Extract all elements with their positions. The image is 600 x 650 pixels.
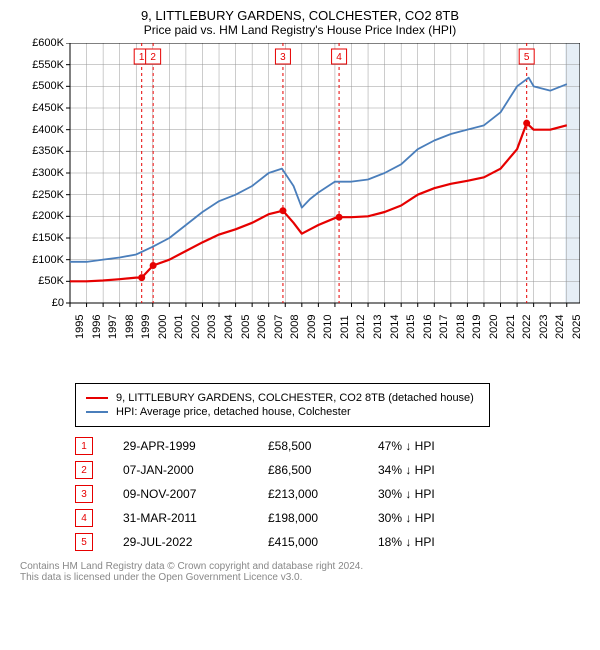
legend-item: 9, LITTLEBURY GARDENS, COLCHESTER, CO2 8… [86, 392, 479, 404]
x-axis-label: 2019 [471, 315, 483, 339]
legend-swatch [86, 411, 108, 413]
sale-date: 29-JUL-2022 [123, 535, 268, 549]
x-axis-label: 2002 [190, 315, 202, 339]
x-axis-label: 2009 [306, 315, 318, 339]
title-block: 9, LITTLEBURY GARDENS, COLCHESTER, CO2 8… [10, 8, 590, 37]
x-axis-label: 2020 [488, 315, 500, 339]
sale-row: 2 07-JAN-2000£86,50034% ↓ HPI [75, 461, 590, 479]
footer-line2: This data is licensed under the Open Gov… [20, 572, 590, 583]
x-axis-label: 2016 [422, 315, 434, 339]
y-axis-label: £50K [38, 275, 64, 287]
y-axis-label: £150K [32, 232, 64, 244]
sale-date: 09-NOV-2007 [123, 487, 268, 501]
x-axis-label: 2010 [322, 315, 334, 339]
y-axis-label: £350K [32, 145, 64, 157]
sale-number-badge: 2 [75, 461, 93, 479]
y-axis-label: £600K [32, 37, 64, 49]
chart-subtitle: Price paid vs. HM Land Registry's House … [10, 23, 590, 37]
x-axis-label: 2012 [355, 315, 367, 339]
y-axis-label: £500K [32, 80, 64, 92]
svg-text:3: 3 [280, 52, 286, 63]
sale-diff: 30% ↓ HPI [378, 511, 435, 525]
sale-price: £86,500 [268, 463, 378, 477]
svg-text:2: 2 [150, 52, 156, 63]
x-axis-label: 2005 [240, 315, 252, 339]
x-axis-label: 1995 [74, 315, 86, 339]
x-axis-label: 1998 [124, 315, 136, 339]
legend-label: 9, LITTLEBURY GARDENS, COLCHESTER, CO2 8… [116, 392, 474, 404]
sale-diff: 30% ↓ HPI [378, 487, 435, 501]
x-axis-label: 1996 [91, 315, 103, 339]
sale-number-badge: 1 [75, 437, 93, 455]
sale-number-badge: 4 [75, 509, 93, 527]
sale-row: 3 09-NOV-2007£213,00030% ↓ HPI [75, 485, 590, 503]
legend-label: HPI: Average price, detached house, Colc… [116, 406, 351, 418]
svg-text:4: 4 [336, 52, 342, 63]
y-axis-label: £450K [32, 102, 64, 114]
x-axis-label: 2023 [538, 315, 550, 339]
sale-diff: 34% ↓ HPI [378, 463, 435, 477]
x-axis-label: 2024 [554, 315, 566, 339]
x-axis-label: 2007 [273, 315, 285, 339]
sales-table: 1 29-APR-1999£58,50047% ↓ HPI 2 07-JAN-2000… [75, 437, 590, 551]
chart-area: 12 3 4 5 £0 £50K £100K £150K £200K £250K £300K £35… [20, 43, 580, 373]
sale-date: 29-APR-1999 [123, 439, 268, 453]
sale-row: 5 29-JUL-2022£415,00018% ↓ HPI [75, 533, 590, 551]
legend: 9, LITTLEBURY GARDENS, COLCHESTER, CO2 8… [75, 383, 490, 427]
x-axis-label: 1999 [140, 315, 152, 339]
sale-number-badge: 3 [75, 485, 93, 503]
x-axis-label: 2022 [521, 315, 533, 339]
sale-row: 4 31-MAR-2011£198,00030% ↓ HPI [75, 509, 590, 527]
chart-svg: 12 3 4 5 [20, 43, 580, 343]
y-axis-label: £100K [32, 254, 64, 266]
chart-title: 9, LITTLEBURY GARDENS, COLCHESTER, CO2 8… [10, 8, 590, 23]
footer-line1: Contains HM Land Registry data © Crown c… [20, 561, 590, 572]
x-axis-label: 2014 [389, 315, 401, 339]
sale-row: 1 29-APR-1999£58,50047% ↓ HPI [75, 437, 590, 455]
x-axis-label: 2008 [289, 315, 301, 339]
sale-price: £415,000 [268, 535, 378, 549]
x-axis-label: 2015 [405, 315, 417, 339]
legend-swatch [86, 397, 108, 399]
x-axis-label: 2018 [455, 315, 467, 339]
x-axis-label: 2006 [256, 315, 268, 339]
sale-price: £213,000 [268, 487, 378, 501]
y-axis-label: £200K [32, 210, 64, 222]
sale-diff: 47% ↓ HPI [378, 439, 435, 453]
sale-price: £198,000 [268, 511, 378, 525]
svg-text:1: 1 [139, 52, 145, 63]
x-axis-label: 2004 [223, 315, 235, 339]
y-axis-label: £550K [32, 59, 64, 71]
x-axis-label: 2003 [206, 315, 218, 339]
footer-attribution: Contains HM Land Registry data © Crown c… [20, 561, 590, 583]
y-axis-label: £400K [32, 124, 64, 136]
sale-price: £58,500 [268, 439, 378, 453]
y-axis-label: £250K [32, 189, 64, 201]
x-axis-label: 2013 [372, 315, 384, 339]
sale-date: 31-MAR-2011 [123, 511, 268, 525]
svg-text:5: 5 [524, 52, 530, 63]
sale-date: 07-JAN-2000 [123, 463, 268, 477]
x-axis-label: 2000 [157, 315, 169, 339]
x-axis-label: 2017 [438, 315, 450, 339]
x-axis-label: 2011 [339, 315, 351, 339]
sale-number-badge: 5 [75, 533, 93, 551]
chart-container: 9, LITTLEBURY GARDENS, COLCHESTER, CO2 8… [0, 0, 600, 591]
y-axis-label: £0 [52, 297, 64, 309]
x-axis-label: 2001 [173, 315, 185, 339]
x-axis-label: 1997 [107, 315, 119, 339]
sale-diff: 18% ↓ HPI [378, 535, 435, 549]
x-axis-label: 2025 [571, 315, 583, 339]
x-axis-label: 2021 [505, 315, 517, 339]
y-axis-label: £300K [32, 167, 64, 179]
legend-item: HPI: Average price, detached house, Colc… [86, 406, 479, 418]
